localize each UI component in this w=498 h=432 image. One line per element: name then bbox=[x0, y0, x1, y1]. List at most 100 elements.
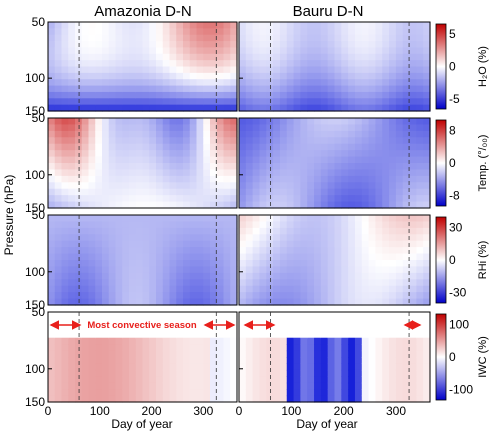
heat-cell bbox=[293, 169, 301, 177]
heat-cell bbox=[361, 47, 370, 55]
heat-cell bbox=[314, 47, 322, 55]
heat-cell bbox=[259, 234, 267, 242]
heat-cell bbox=[375, 369, 383, 377]
heat-cell bbox=[375, 104, 383, 112]
heat-cell bbox=[129, 175, 137, 183]
heat-cell bbox=[210, 175, 218, 183]
title-amazonia: Amazonia D-N bbox=[94, 3, 192, 20]
heat-cell bbox=[402, 376, 411, 384]
heat-cell bbox=[189, 188, 198, 196]
heat-cell bbox=[88, 227, 96, 235]
heat-cell bbox=[327, 60, 336, 68]
heat-cell bbox=[149, 395, 157, 403]
heat-cell bbox=[239, 389, 247, 397]
heat-cell bbox=[348, 337, 356, 345]
heat-cell bbox=[176, 312, 184, 320]
heat-cell bbox=[81, 279, 90, 287]
heat-cell bbox=[183, 169, 191, 177]
heat-cell bbox=[81, 104, 90, 112]
heat-cell bbox=[61, 98, 69, 106]
heat-cell bbox=[409, 22, 417, 29]
heat-cell bbox=[389, 279, 397, 287]
heat-cell bbox=[273, 124, 281, 132]
heat-cell bbox=[279, 350, 288, 358]
heat-cell bbox=[423, 130, 431, 138]
heat-cell bbox=[259, 382, 267, 390]
heat-cell bbox=[216, 22, 225, 29]
heat-cell bbox=[203, 34, 211, 42]
heat-cell bbox=[334, 395, 342, 403]
heat-cell bbox=[416, 22, 424, 29]
heat-cell bbox=[176, 124, 184, 132]
heat-cell bbox=[61, 382, 69, 390]
heat-cell bbox=[245, 150, 254, 158]
heat-cell bbox=[245, 272, 254, 280]
heat-cell bbox=[259, 272, 267, 280]
heat-cell bbox=[293, 344, 301, 352]
heat-cell bbox=[216, 47, 225, 55]
heat-cell bbox=[88, 143, 96, 151]
heat-cell bbox=[102, 350, 110, 358]
heat-cell bbox=[348, 272, 356, 280]
heat-cell bbox=[402, 240, 411, 248]
heat-cell bbox=[95, 253, 103, 261]
heat-cell bbox=[245, 98, 254, 106]
heat-cell bbox=[169, 91, 177, 99]
heat-cell bbox=[354, 272, 363, 280]
heat-cell bbox=[122, 240, 130, 248]
heat-cell bbox=[68, 41, 76, 49]
heat-cell bbox=[382, 272, 390, 280]
heat-cell bbox=[108, 195, 117, 203]
heat-cell bbox=[259, 376, 267, 384]
heat-cell bbox=[142, 104, 150, 112]
heat-cell bbox=[416, 260, 424, 268]
heat-cell bbox=[423, 104, 431, 112]
heat-cell bbox=[149, 137, 157, 145]
heat-cell bbox=[375, 72, 383, 80]
heat-cell bbox=[142, 337, 150, 345]
heat-cell bbox=[115, 118, 123, 126]
heat-cell bbox=[81, 292, 90, 300]
heat-cell bbox=[149, 53, 157, 61]
heat-cell bbox=[48, 137, 56, 145]
heat-cell bbox=[61, 215, 69, 223]
heat-cell bbox=[169, 266, 177, 274]
heat-cell bbox=[368, 150, 377, 158]
heat-cell bbox=[286, 221, 295, 229]
heat-cell bbox=[286, 98, 295, 106]
heat-cell bbox=[286, 324, 295, 332]
heat-cell bbox=[54, 72, 63, 80]
heat-cell bbox=[61, 227, 69, 235]
heat-cell bbox=[300, 215, 308, 223]
heat-cell bbox=[149, 285, 157, 293]
heat-cell bbox=[273, 215, 281, 223]
heat-cell bbox=[142, 215, 150, 223]
heat-cell bbox=[273, 253, 281, 261]
heat-cell bbox=[375, 312, 383, 320]
heat-cell bbox=[95, 156, 103, 164]
heat-cell bbox=[239, 60, 247, 68]
heat-cell bbox=[239, 137, 247, 145]
heat-cell bbox=[307, 324, 315, 332]
heat-cell bbox=[216, 298, 225, 306]
heat-cell bbox=[108, 41, 117, 49]
heat-cell bbox=[169, 357, 177, 365]
heat-cell bbox=[176, 350, 184, 358]
heat-cell bbox=[183, 163, 191, 171]
heat-cell bbox=[68, 247, 76, 255]
heat-cell bbox=[389, 175, 397, 183]
heat-cell bbox=[382, 344, 390, 352]
heat-cell bbox=[395, 104, 404, 112]
heat-cell bbox=[286, 175, 295, 183]
heat-cell bbox=[176, 22, 184, 29]
heat-cell bbox=[354, 382, 363, 390]
heat-cell bbox=[122, 143, 130, 151]
heat-cell bbox=[162, 47, 171, 55]
heat-cell bbox=[320, 234, 329, 242]
heat-cell bbox=[102, 369, 110, 377]
heat-cell bbox=[176, 234, 184, 242]
heat-cell bbox=[142, 221, 150, 229]
heat-cell bbox=[156, 72, 164, 80]
heat-cell bbox=[142, 298, 150, 306]
